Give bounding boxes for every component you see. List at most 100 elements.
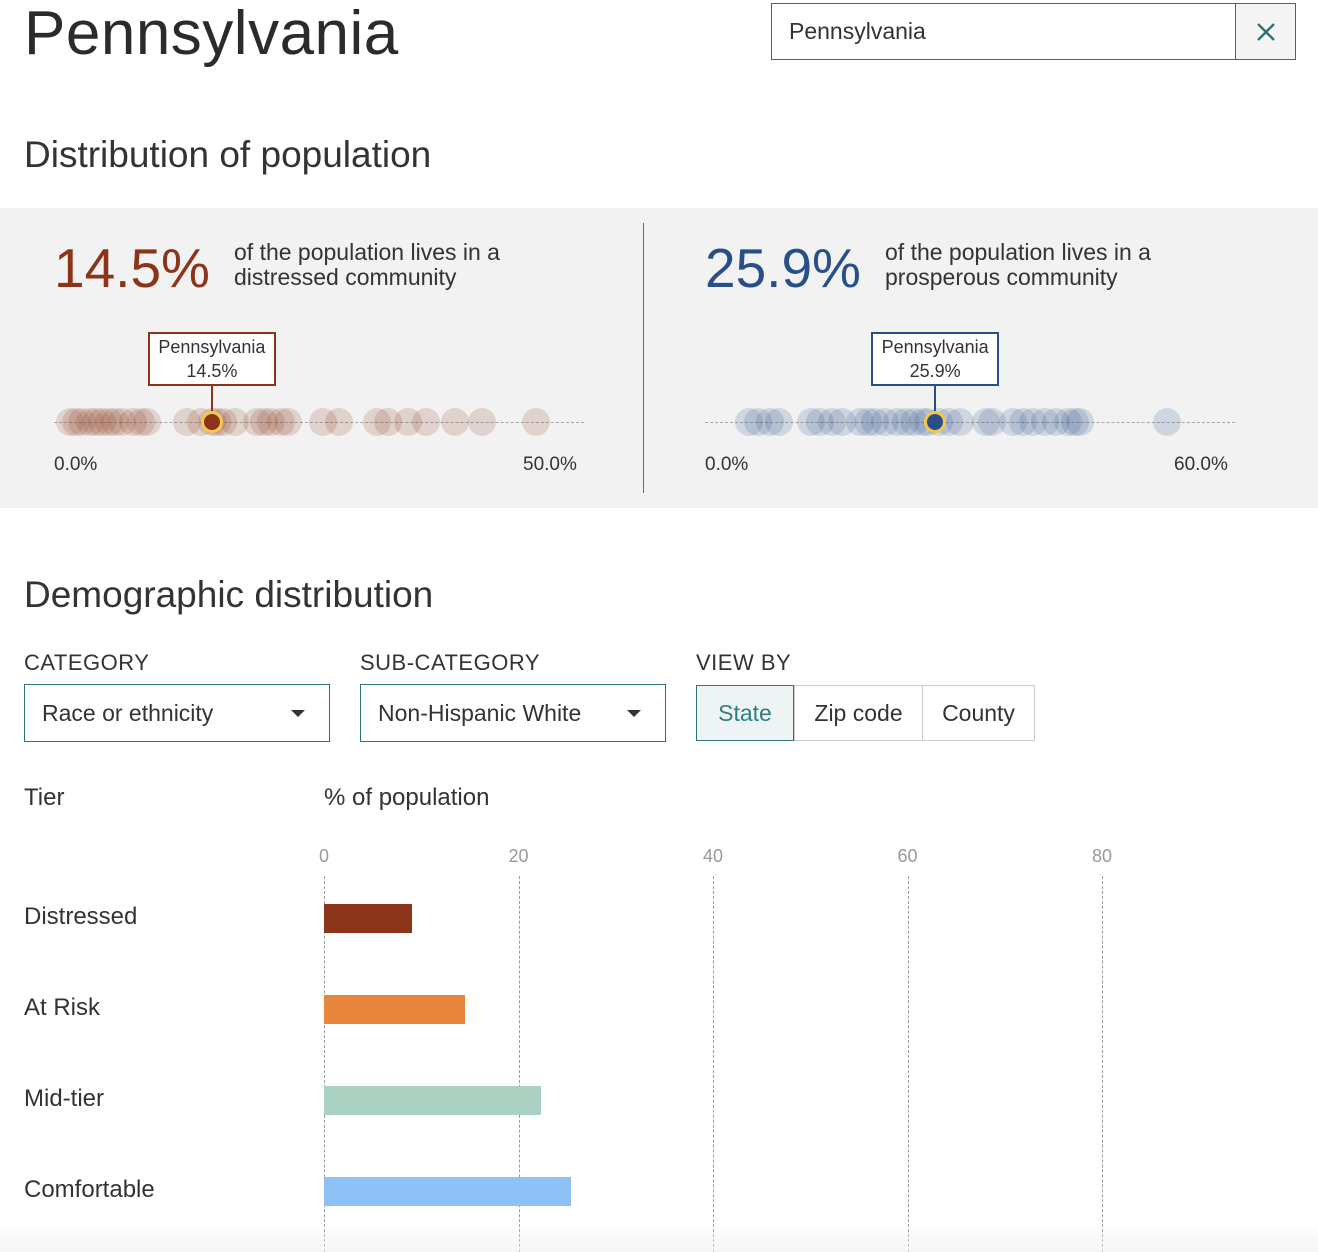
tier-label: Comfortable	[24, 1176, 155, 1203]
viewby-zipcode-button[interactable]: Zip code	[794, 686, 922, 740]
search-box	[771, 3, 1296, 60]
state-dot	[1061, 408, 1090, 436]
marker-label-name: Pennsylvania	[158, 337, 266, 357]
tier-column-header: Tier	[24, 784, 65, 811]
state-dot	[1008, 408, 1037, 436]
caret-down-icon	[627, 710, 641, 717]
prosperous-axis-min: 0.0%	[705, 454, 749, 475]
viewby-toggle-group: State Zip code County	[696, 685, 1035, 741]
state-dot	[62, 408, 91, 436]
caret-down-icon	[291, 710, 305, 717]
tier-label: Mid-tier	[24, 1085, 105, 1112]
state-dot	[309, 408, 338, 436]
distressed-description: of the population lives in a distressed …	[234, 240, 554, 290]
viewby-county-button[interactable]: County	[922, 686, 1034, 740]
state-dot	[173, 408, 202, 436]
state-dot	[75, 408, 104, 436]
prosperous-marker-label: Pennsylvania 25.9%	[871, 332, 1000, 386]
category-label: CATEGORY	[24, 650, 150, 675]
prosperous-percentage: 25.9%	[705, 237, 861, 299]
state-dot	[393, 408, 422, 436]
state-dot	[945, 408, 974, 436]
state-dot	[797, 408, 826, 436]
state-dot	[242, 408, 271, 436]
marker-stem	[210, 383, 213, 413]
state-dot	[972, 408, 1001, 436]
marker-label-value: 14.5%	[186, 361, 238, 381]
grid-line	[1102, 876, 1103, 1252]
marker-label-name: Pennsylvania	[881, 337, 989, 357]
state-dot	[827, 408, 856, 436]
state-dot	[978, 408, 1007, 436]
state-dot	[412, 408, 441, 436]
tier-bar[interactable]	[324, 904, 412, 933]
distribution-panel: 14.5% of the population lives in a distr…	[0, 208, 1318, 508]
state-dot	[756, 408, 785, 436]
state-dot	[101, 408, 129, 436]
state-dot	[764, 408, 793, 436]
grid-line	[324, 876, 325, 1252]
state-dot	[274, 408, 303, 436]
grid-line	[518, 876, 520, 1252]
state-dot	[744, 408, 773, 436]
state-dot	[845, 408, 874, 436]
state-dot	[892, 408, 921, 436]
state-dot	[468, 408, 497, 436]
state-dot	[56, 408, 85, 436]
prosperous-description: of the population lives in a prosperous …	[885, 240, 1205, 290]
state-dot	[257, 408, 286, 436]
distressed-marker-label: Pennsylvania 14.5%	[147, 332, 276, 386]
distressed-axis-max: 50.0%	[523, 454, 577, 475]
category-select-value: Race or ethnicity	[42, 699, 214, 726]
subcategory-select-value: Non-Hispanic White	[378, 699, 582, 726]
distribution-heading: Distribution of population	[24, 134, 432, 175]
state-dot	[87, 408, 116, 436]
search-input[interactable]	[772, 4, 1235, 59]
viewby-state-button[interactable]: State	[696, 685, 794, 741]
distressed-axis-min: 0.0%	[54, 454, 98, 475]
state-dot	[68, 408, 97, 436]
prosperous-description-line1: of the population lives in a	[885, 239, 1151, 265]
page-title: Pennsylvania	[24, 0, 399, 68]
state-dot	[363, 408, 392, 436]
state-dot	[999, 408, 1028, 436]
state-dot	[108, 408, 137, 436]
x-tick-label: 20	[508, 846, 529, 866]
tier-bar[interactable]	[324, 1177, 571, 1206]
tier-bar[interactable]	[324, 1086, 541, 1115]
state-dot	[1018, 408, 1047, 436]
clear-search-button[interactable]	[1235, 4, 1295, 59]
selected-state-marker	[200, 411, 223, 433]
strip-baseline	[705, 422, 1235, 423]
distressed-strip-plot	[54, 383, 584, 448]
state-dot	[871, 408, 899, 436]
state-dot	[126, 408, 155, 436]
demographic-heading: Demographic distribution	[24, 574, 434, 615]
state-dot	[1153, 408, 1182, 436]
state-dot	[1041, 408, 1070, 436]
grid-line	[907, 876, 909, 1252]
x-tick-label: 80	[1091, 846, 1113, 866]
subcategory-select[interactable]: Non-Hispanic White	[360, 684, 666, 742]
tier-label: At Risk	[24, 994, 101, 1021]
state-dot	[440, 408, 469, 436]
category-select[interactable]: Race or ethnicity	[24, 684, 330, 742]
distressed-percentage: 14.5%	[54, 237, 210, 299]
grid-line	[713, 876, 714, 1252]
distressed-description-line1: of the population lives in a	[234, 239, 500, 265]
state-dot	[81, 408, 110, 436]
state-dot	[132, 408, 161, 436]
tier-label: Distressed	[24, 903, 138, 930]
marker-stem	[934, 383, 937, 413]
tier-bar[interactable]	[324, 995, 465, 1024]
state-dot	[1030, 408, 1059, 436]
state-dot	[267, 408, 296, 436]
x-tick-label: 0	[318, 846, 330, 866]
state-dot	[522, 408, 551, 436]
bottom-fade	[0, 1222, 1318, 1252]
prosperous-strip-plot	[705, 383, 1235, 448]
state-dot	[818, 408, 847, 436]
strip-baseline	[54, 422, 584, 423]
prosperous-description-line2: prosperous community	[885, 264, 1118, 290]
x-tick-label: 40	[702, 846, 724, 866]
